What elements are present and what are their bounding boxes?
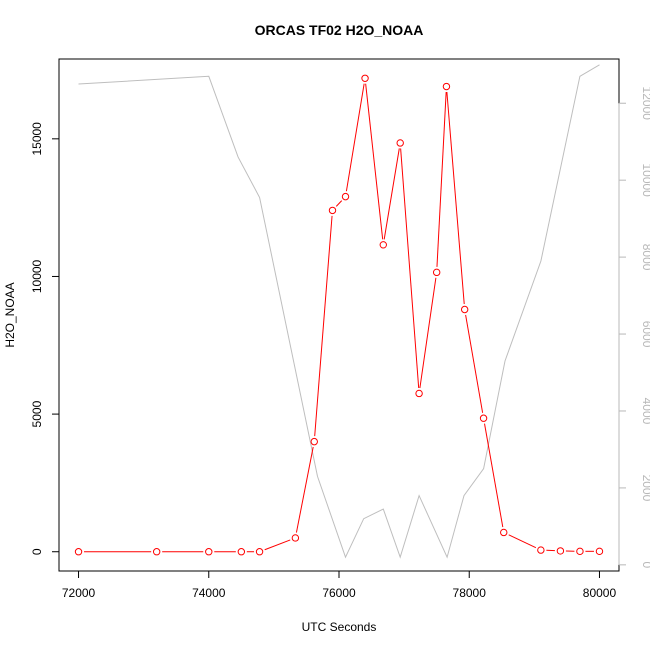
data-point — [328, 206, 337, 215]
data-point — [152, 548, 161, 556]
data-point — [74, 548, 83, 556]
series-segment — [295, 446, 314, 533]
y-tick-label-left: 15000 — [30, 122, 44, 156]
x-axis-label: UTC Seconds — [302, 620, 377, 634]
x-tick-label: 76000 — [322, 586, 356, 600]
y-tick-label-right: 12000 — [640, 87, 650, 121]
series-segment — [383, 148, 400, 240]
data-point — [460, 305, 469, 314]
series-segment — [345, 83, 365, 192]
series-line — [78, 64, 600, 559]
y-tick-label-left: 5000 — [30, 400, 44, 427]
series-segment — [484, 423, 504, 528]
data-point — [415, 389, 423, 398]
y-tick-label-right: 4000 — [640, 398, 650, 425]
series-segment — [264, 539, 291, 551]
y-axis-right: 0 2000 4000 6000 8000 10000 12000 — [618, 87, 650, 569]
y-axis-left: 0 5000 10000 15000 — [30, 122, 60, 555]
y-tick-label-left: 10000 — [30, 259, 44, 293]
series-segment — [508, 534, 537, 549]
data-point — [310, 437, 318, 446]
y-tick-label-right: 0 — [640, 562, 650, 569]
series-segment — [400, 148, 420, 389]
series-segment — [365, 83, 384, 240]
series-layer — [74, 64, 604, 559]
y-axis-label: H2O_NOAA — [3, 282, 17, 347]
series-2 — [78, 64, 600, 559]
data-point — [396, 139, 404, 147]
series-segment — [446, 91, 465, 305]
series-segment — [419, 277, 437, 389]
data-point — [576, 547, 584, 556]
plot-frame — [58, 58, 620, 572]
series-segment — [314, 215, 333, 437]
y-tick-label-right: 6000 — [640, 321, 650, 348]
data-point — [442, 82, 451, 91]
x-tick-label: 78000 — [453, 586, 487, 600]
x-tick-label: 74000 — [192, 586, 226, 600]
data-point — [205, 548, 213, 556]
data-point — [556, 547, 565, 555]
data-point — [432, 268, 441, 277]
data-point — [479, 414, 488, 422]
data-point — [500, 528, 508, 537]
y-tick-label-right: 8000 — [640, 244, 650, 271]
x-axis: 72000 74000 76000 78000 80000 — [62, 570, 617, 600]
y-tick-label-right: 10000 — [640, 163, 650, 197]
series-segment — [436, 91, 447, 267]
chart-title: ORCAS TF02 H2O_NOAA — [255, 22, 424, 38]
y-tick-label-right: 2000 — [640, 475, 650, 502]
data-point — [361, 74, 369, 82]
data-point — [537, 546, 545, 554]
data-point — [237, 548, 246, 556]
data-point — [595, 547, 604, 556]
series-segment — [335, 200, 343, 207]
x-tick-label: 72000 — [62, 586, 96, 600]
data-point — [379, 241, 387, 249]
x-tick-label: 80000 — [583, 586, 617, 600]
series-segment — [465, 314, 484, 413]
data-point — [341, 192, 350, 201]
data-point — [255, 548, 264, 556]
series-1 — [74, 74, 604, 556]
y-tick-label-left: 0 — [30, 548, 44, 555]
data-point — [291, 534, 300, 542]
